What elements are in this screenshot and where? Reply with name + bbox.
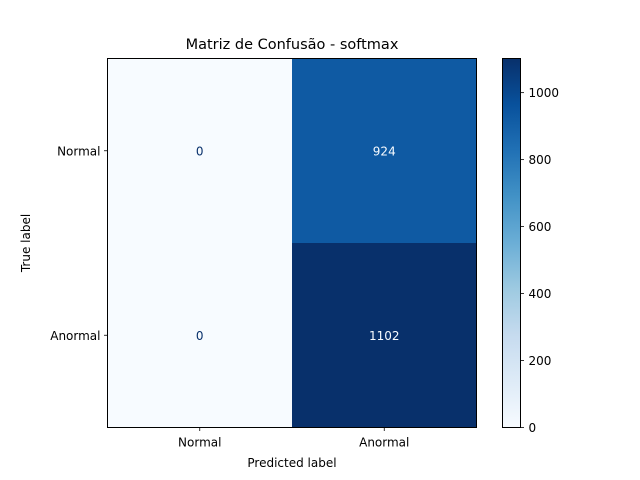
colorbar: [502, 58, 521, 428]
matrix-cell: [107, 243, 293, 428]
colorbar-tick-label: 400: [529, 287, 552, 301]
cell-value-label: 1102: [369, 329, 400, 343]
colorbar-tick-label: 1000: [529, 86, 560, 100]
x-tick-label: Anormal: [359, 436, 409, 450]
x-tick-label: Normal: [178, 436, 221, 450]
plot-frame: [107, 58, 477, 428]
matrix-cell: [292, 58, 477, 244]
colorbar-tick-label: 600: [529, 220, 552, 234]
colorbar-ticks: 0 200 400 600 800 1000: [520, 86, 560, 435]
matrix-cell: [107, 58, 293, 244]
colorbar-tick-label: 200: [529, 354, 552, 368]
y-tick-label: Anormal: [50, 329, 100, 343]
colorbar-tick-label: 0: [529, 421, 537, 435]
cell-value-label: 0: [196, 329, 204, 343]
matrix-cells: [107, 58, 477, 428]
matrix-cell-labels: 0 924 0 1102: [196, 144, 400, 343]
y-tick-label: Normal: [57, 144, 100, 158]
cell-value-label: 0: [196, 144, 204, 158]
colorbar-tick-label: 800: [529, 153, 552, 167]
y-axis-label: True label: [19, 214, 33, 273]
x-axis-ticks: Normal Anormal: [178, 427, 409, 450]
chart-title: Matriz de Confusão - softmax: [186, 37, 399, 53]
cell-value-label: 924: [373, 144, 396, 158]
y-axis-ticks: Normal Anormal: [50, 144, 108, 343]
matrix-cell: [292, 243, 477, 428]
x-axis-label: Predicted label: [247, 456, 336, 470]
